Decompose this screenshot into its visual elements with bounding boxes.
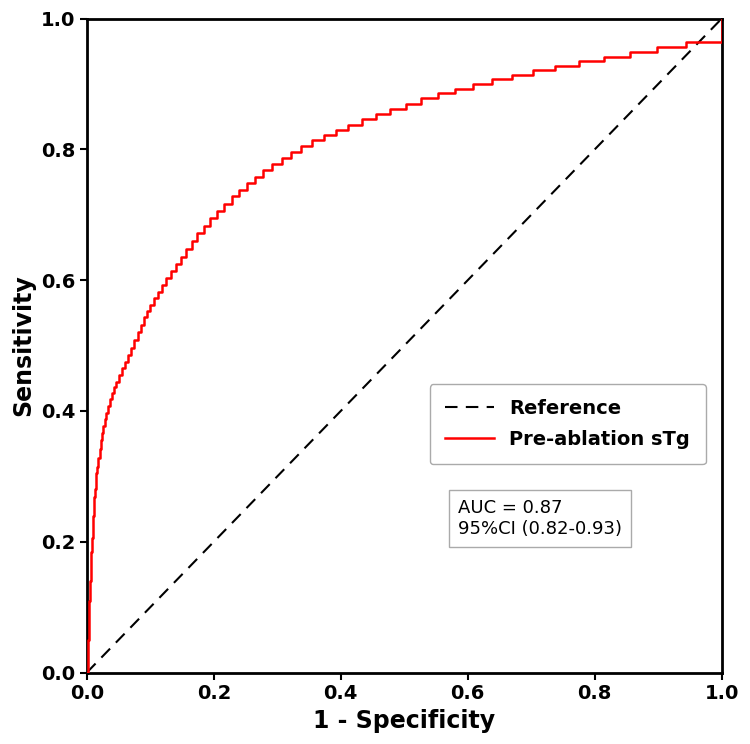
Y-axis label: Sensitivity: Sensitivity xyxy=(11,275,35,417)
X-axis label: 1 - Specificity: 1 - Specificity xyxy=(314,709,495,733)
Legend: Reference, Pre-ablation sTg: Reference, Pre-ablation sTg xyxy=(430,384,706,464)
Text: AUC = 0.87
95%CI (0.82-0.93): AUC = 0.87 95%CI (0.82-0.93) xyxy=(458,499,622,538)
